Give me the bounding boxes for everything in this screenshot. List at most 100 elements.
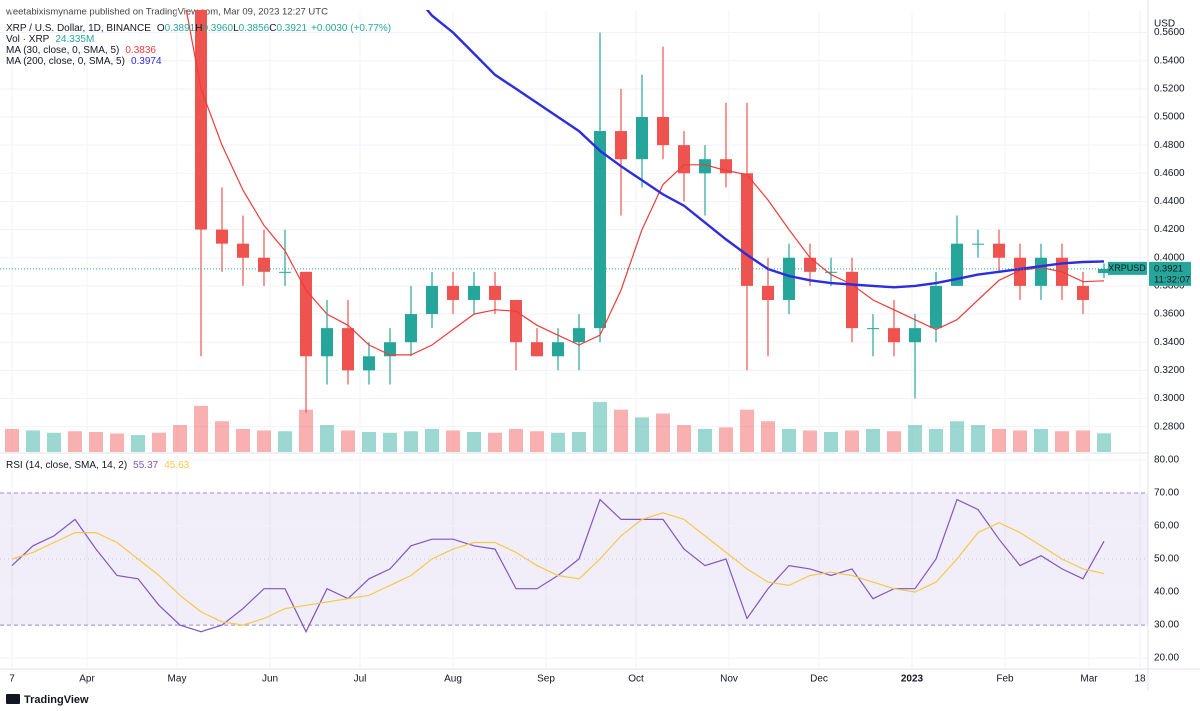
candle-body: [888, 328, 900, 343]
volume-bar: [68, 431, 82, 452]
price-unit: USD: [1154, 19, 1175, 30]
y-tick-label: 0.5000: [1154, 112, 1185, 123]
x-tick-label: Apr: [79, 674, 95, 685]
candle-body: [636, 116, 648, 160]
volume-bar: [803, 430, 817, 452]
candle-body: [678, 145, 690, 174]
indicator-line: [185, 10, 1105, 356]
volume-bar: [47, 432, 61, 452]
volume-bar: [1076, 430, 1090, 452]
indicator-line: [425, 10, 1105, 289]
candle-body: [699, 159, 711, 174]
volume-bar: [446, 430, 460, 452]
legend-value: 0.3891: [165, 23, 196, 34]
legend-value: 45.63: [164, 460, 189, 471]
candle-body: [762, 285, 774, 300]
x-tick-label: May: [168, 674, 187, 685]
volume-bar: [215, 421, 229, 452]
volume-bar: [383, 432, 397, 452]
candle-body: [1014, 257, 1026, 286]
x-tick-label: Dec: [810, 674, 828, 685]
y-tick-label: 40.00: [1154, 587, 1179, 598]
volume-bar: [341, 430, 355, 452]
candle-body: [657, 116, 669, 146]
candle-body: [993, 243, 1005, 258]
candle-body: [594, 131, 606, 329]
volume-bar: [866, 428, 880, 452]
candle-body: [300, 271, 312, 357]
volume-bar: [572, 432, 586, 452]
candle-body: [531, 342, 543, 357]
volume-bar: [929, 428, 943, 452]
x-tick-label: 7: [9, 674, 15, 685]
volume-bar: [131, 435, 145, 452]
y-tick-label: 70.00: [1154, 488, 1179, 499]
candle-body: [783, 257, 795, 300]
candle-body: [510, 299, 522, 343]
volume-bar: [362, 432, 376, 452]
y-tick-label: 0.3600: [1154, 309, 1185, 320]
y-tick-label: 0.4200: [1154, 224, 1185, 235]
candle-body: [1035, 257, 1047, 286]
candle-body: [426, 285, 438, 315]
x-tick-label: Nov: [720, 674, 738, 685]
legend-value: 0.3921: [276, 23, 307, 34]
x-tick-label: Oct: [628, 674, 644, 685]
volume-bar: [530, 431, 544, 452]
volume-bar: [320, 425, 334, 452]
volume-legend: Vol · XRP 24.335M: [6, 34, 94, 45]
volume-bar: [698, 428, 712, 452]
x-tick-label: Aug: [444, 674, 462, 685]
volume-bar: [614, 409, 628, 452]
y-tick-label: 0.4000: [1154, 252, 1185, 263]
volume-bar: [488, 432, 502, 452]
volume-bar: [257, 430, 271, 452]
legend-value: 55.37: [133, 460, 158, 471]
volume-bar: [152, 432, 166, 452]
candle-body: [321, 328, 333, 357]
price-pane: [5, 10, 1111, 452]
volume-bar: [1055, 431, 1069, 452]
x-tick-label: Jul: [354, 674, 367, 685]
volume-bar: [299, 409, 313, 452]
volume-bar: [845, 430, 859, 452]
volume-bar: [110, 433, 124, 452]
legend-value: 24.335M: [55, 34, 94, 45]
legend-name: MA (30, close, 0, SMA, 5): [6, 45, 119, 56]
volume-bar: [5, 428, 19, 452]
candle-body: [342, 328, 354, 371]
volume-bar: [278, 431, 292, 452]
candle-body: [951, 243, 963, 286]
candle-body: [363, 356, 375, 371]
volume-bar: [26, 430, 40, 452]
legend-key: H: [195, 23, 202, 34]
legend-value: 0.3960: [202, 23, 233, 34]
legend-value: 0.3836: [125, 45, 156, 56]
ma-legend: MA (30, close, 0, SMA, 5) 0.3836: [6, 45, 156, 56]
volume-bar: [635, 417, 649, 452]
volume-bar: [1013, 430, 1027, 452]
candle-body: [237, 243, 249, 258]
x-tick-label: 18: [1134, 674, 1146, 685]
x-tick-label: Feb: [996, 674, 1014, 685]
footer-brand: TradingView: [24, 694, 89, 706]
volume-bar: [173, 425, 187, 452]
y-tick-label: 0.3200: [1154, 365, 1185, 376]
candle-body: [405, 314, 417, 343]
volume-bar: [404, 431, 418, 452]
candle-body: [279, 271, 291, 273]
y-tick-label: 0.4600: [1154, 168, 1185, 179]
candle-body: [615, 131, 627, 160]
candle-body: [489, 285, 501, 300]
price-tag-label: 0.3921: [1154, 263, 1183, 274]
volume-bar: [656, 413, 670, 452]
y-tick-label: 20.00: [1154, 653, 1179, 664]
candle-body: [1077, 285, 1089, 300]
candle-body: [447, 285, 459, 300]
legend-name: MA (200, close, 0, SMA, 5): [6, 56, 125, 67]
countdown-label: 11:32:07: [1154, 274, 1190, 285]
rsi-legend: RSI (14, close, SMA, 14, 2) 55.37 45.63: [6, 460, 190, 471]
symbol-tag-label: XRPUSD: [1108, 263, 1146, 273]
legend-value: 0.3974: [131, 56, 162, 67]
